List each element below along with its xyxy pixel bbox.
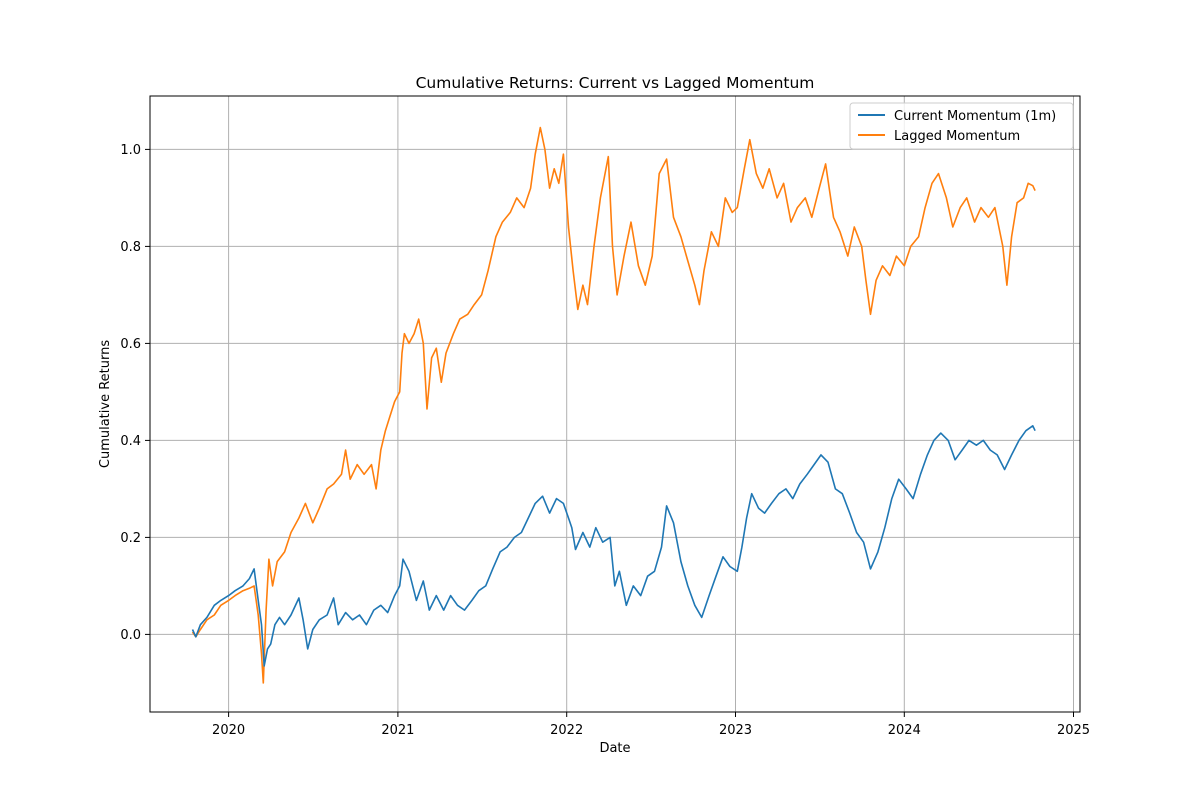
lagged-momentum-line [191,126,1036,684]
legend-label-lagged-momentum: Lagged Momentum [894,129,1020,144]
chart-title: Cumulative Returns: Current vs Lagged Mo… [416,74,815,92]
x-axis-ticks: 2020 2021 2022 2023 2024 2025 [212,712,1090,738]
x-tick-label: 2025 [1057,723,1090,738]
plot-area-frame [149,95,1081,713]
x-tick-label: 2024 [888,723,921,738]
y-tick-label: 0.6 [120,337,141,352]
x-tick-label: 2021 [381,723,414,738]
legend-label-current-momentum: Current Momentum (1m) [894,109,1056,124]
y-axis-ticks: 0.0 0.2 0.4 0.6 0.8 1.0 [120,143,150,643]
current-momentum-line [191,425,1036,667]
y-tick-label: 0.0 [120,628,141,643]
x-axis-label: Date [599,741,630,756]
x-tick-label: 2020 [212,723,245,738]
y-tick-label: 0.4 [120,434,141,449]
y-tick-label: 0.8 [120,240,141,255]
series-lines [191,126,1036,684]
legend-box [849,102,1074,150]
legend: Current Momentum (1m) Lagged Momentum [849,102,1074,150]
x-tick-label: 2023 [719,723,752,738]
y-tick-label: 1.0 [120,143,141,158]
y-tick-label: 0.2 [120,531,141,546]
y-axis-label: Cumulative Returns [98,340,113,468]
x-tick-label: 2022 [550,723,583,738]
